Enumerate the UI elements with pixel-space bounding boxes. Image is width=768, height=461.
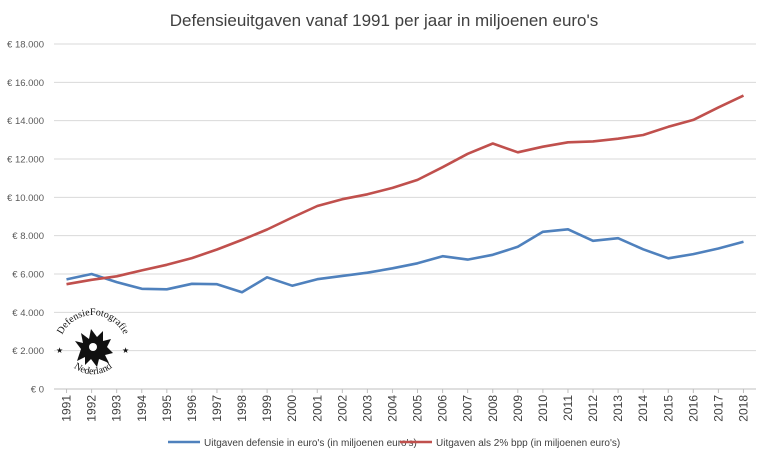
series-line-defensie [66,228,744,294]
legend-label-2pct-bpp: Uitgaven als 2% bpp (in miljoenen euro's… [436,438,620,449]
series-line-2pct-bpp [66,94,745,286]
chart-title: Defensieuitgaven vanaf 1991 per jaar in … [170,11,599,30]
y-axis-tick-labels: € 0 € 2.000 € 4.000 € 6.000 € 8.000 € 10.000 €… [7,40,44,396]
x-tick-label: 2008 [486,395,500,422]
gridlines [54,43,756,393]
y-tick-label: € 16.000 [7,78,44,89]
x-tick-label: 2015 [661,395,675,422]
y-tick-label: € 6.000 [12,270,44,281]
x-tick-label: 2012 [586,395,600,422]
series-lines [66,94,745,294]
y-tick-label: € 14.000 [7,116,44,127]
y-tick-label: € 10.000 [7,193,44,204]
lion-icon [75,329,113,367]
x-tick-label: 2002 [335,395,349,422]
x-tick-label: 2001 [310,395,324,422]
x-tick-label: 1999 [260,395,274,422]
x-tick-label: 1993 [110,395,124,422]
x-tick-label: 2007 [461,395,475,422]
y-tick-label: € 8.000 [12,231,44,242]
x-tick-label: 2009 [511,395,525,422]
x-tick-label: 1994 [135,395,149,422]
x-tick-label: 2006 [436,395,450,422]
y-tick-label: € 2.000 [12,346,44,357]
watermark-logo: DefensieFotografie Nederland ★ ★ [55,307,131,377]
legend: Uitgaven defensie in euro's (in miljoene… [168,438,620,449]
y-tick-label: € 12.000 [7,155,44,166]
y-tick-label: € 4.000 [12,308,44,319]
x-tick-label: 2004 [385,395,399,422]
x-tick-label: 1992 [85,395,99,422]
x-tick-label: 2013 [611,395,625,422]
y-tick-label: € 18.000 [7,40,44,51]
x-tick-label: 2018 [736,395,750,422]
x-tick-label: 1991 [60,395,74,422]
star-icon: ★ [122,346,129,355]
x-tick-label: 2003 [360,395,374,422]
x-tick-label: 1995 [160,395,174,422]
x-tick-label: 1997 [210,395,224,422]
x-tick-label: 2010 [536,395,550,422]
y-tick-label: € 0 [31,385,44,396]
legend-label-defensie: Uitgaven defensie in euro's (in miljoene… [204,438,417,449]
x-tick-label: 2011 [561,395,575,421]
watermark-bottom-text: Nederland [72,361,114,378]
x-tick-label: 2014 [636,395,650,422]
x-tick-label: 2000 [285,395,299,422]
x-tick-label: 2017 [711,395,725,422]
x-tick-label: 2005 [411,395,425,422]
star-icon: ★ [56,346,63,355]
x-axis-tick-labels: 1991 1992 1993 1994 1995 1996 1997 1998 1999 2000… [60,395,751,422]
x-tick-label: 2016 [686,395,700,422]
x-tick-label: 1998 [235,395,249,422]
x-tick-label: 1996 [185,395,199,422]
